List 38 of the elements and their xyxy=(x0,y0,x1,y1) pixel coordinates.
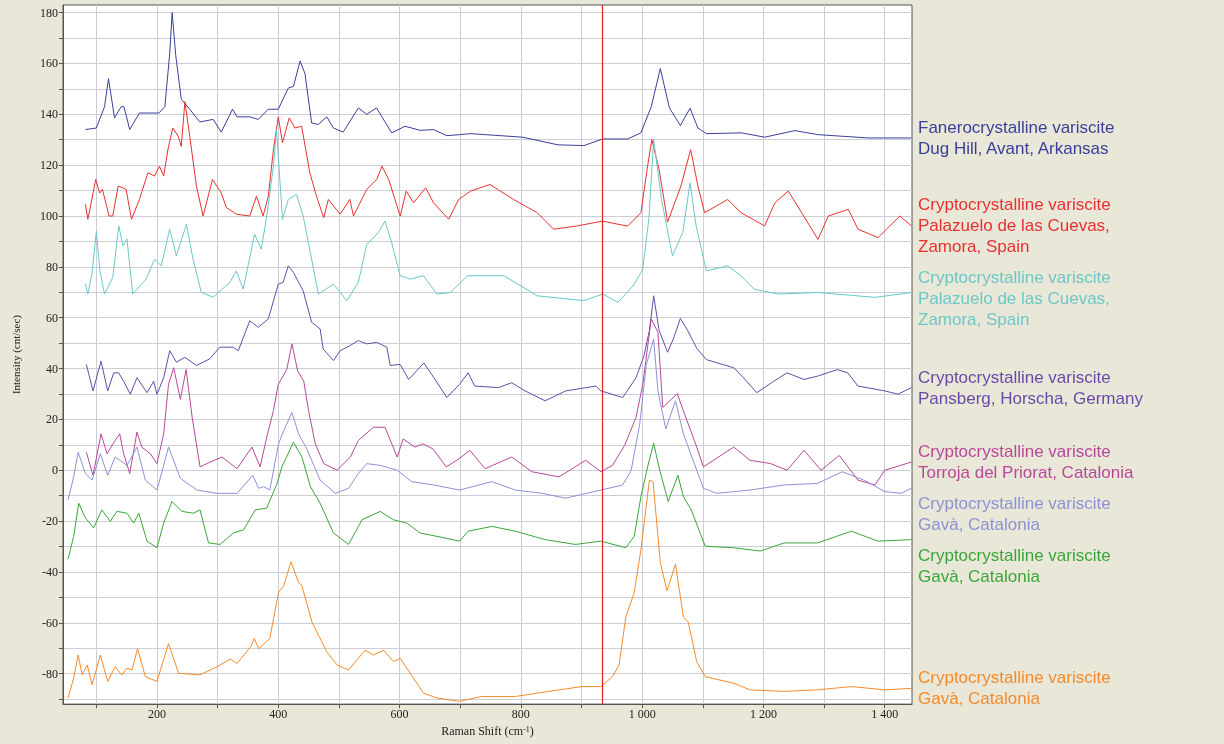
y-tick-label: 20 xyxy=(46,412,58,427)
line-series xyxy=(85,265,912,402)
y-axis-title: Intensity (cnt/sec) xyxy=(9,314,23,395)
x-tick-label: 1 400 xyxy=(871,707,899,722)
line-series xyxy=(67,479,912,702)
x-tick-label: 400 xyxy=(269,707,288,722)
x-tick-label: 800 xyxy=(511,707,530,722)
series-label: Cryptocrystalline variscite Gavà, Catalonia xyxy=(918,546,1111,587)
series-label: Cryptocrystalline variscite Palazuelo de las Cuevas, Zamora, Spain xyxy=(918,195,1111,257)
series-label: Cryptocrystalline variscite Gavà, Catalonia xyxy=(918,494,1111,535)
series-label: Cryptocrystalline variscite Pansberg, Horscha, Germany xyxy=(918,367,1144,408)
y-tick-label: -80 xyxy=(42,666,58,681)
line-series xyxy=(67,338,912,501)
x-tick-label: 200 xyxy=(148,707,166,722)
series-label: Cryptocrystalline variscite Torroja del Priorat, Catalonia xyxy=(918,442,1134,483)
y-tick-label: 40 xyxy=(46,361,58,376)
y-tick-label: 0 xyxy=(52,463,58,478)
x-tick-label: 1 200 xyxy=(749,707,777,722)
y-tick-label: 100 xyxy=(40,209,58,223)
line-series xyxy=(85,318,912,486)
series-label: Cryptocrystalline variscite Gavà, Catalonia xyxy=(918,668,1111,709)
y-tick-label: -60 xyxy=(42,615,58,630)
y-tick-label: 180 xyxy=(40,5,58,20)
series-label: Fanerocrystalline variscite Dug Hill, Avant, Arkansas xyxy=(918,117,1115,158)
x-tick-label: 600 xyxy=(390,707,409,722)
y-tick-label: 160 xyxy=(40,56,58,71)
line-series xyxy=(84,129,912,303)
y-tick-label: 80 xyxy=(46,259,58,274)
line-series xyxy=(84,101,912,240)
x-tick-label: 1 000 xyxy=(628,707,656,722)
y-tick-label: -40 xyxy=(42,564,58,579)
series-label: Cryptocrystalline variscite Palazuelo de las Cuevas, Zamora, Spain xyxy=(918,268,1111,330)
y-tick-label: 120 xyxy=(40,158,58,173)
y-tick-label: 140 xyxy=(40,107,58,122)
line-series xyxy=(67,441,912,560)
y-tick-label: -20 xyxy=(42,514,58,529)
y-tick-label: 60 xyxy=(46,310,58,325)
line-series xyxy=(84,12,912,147)
